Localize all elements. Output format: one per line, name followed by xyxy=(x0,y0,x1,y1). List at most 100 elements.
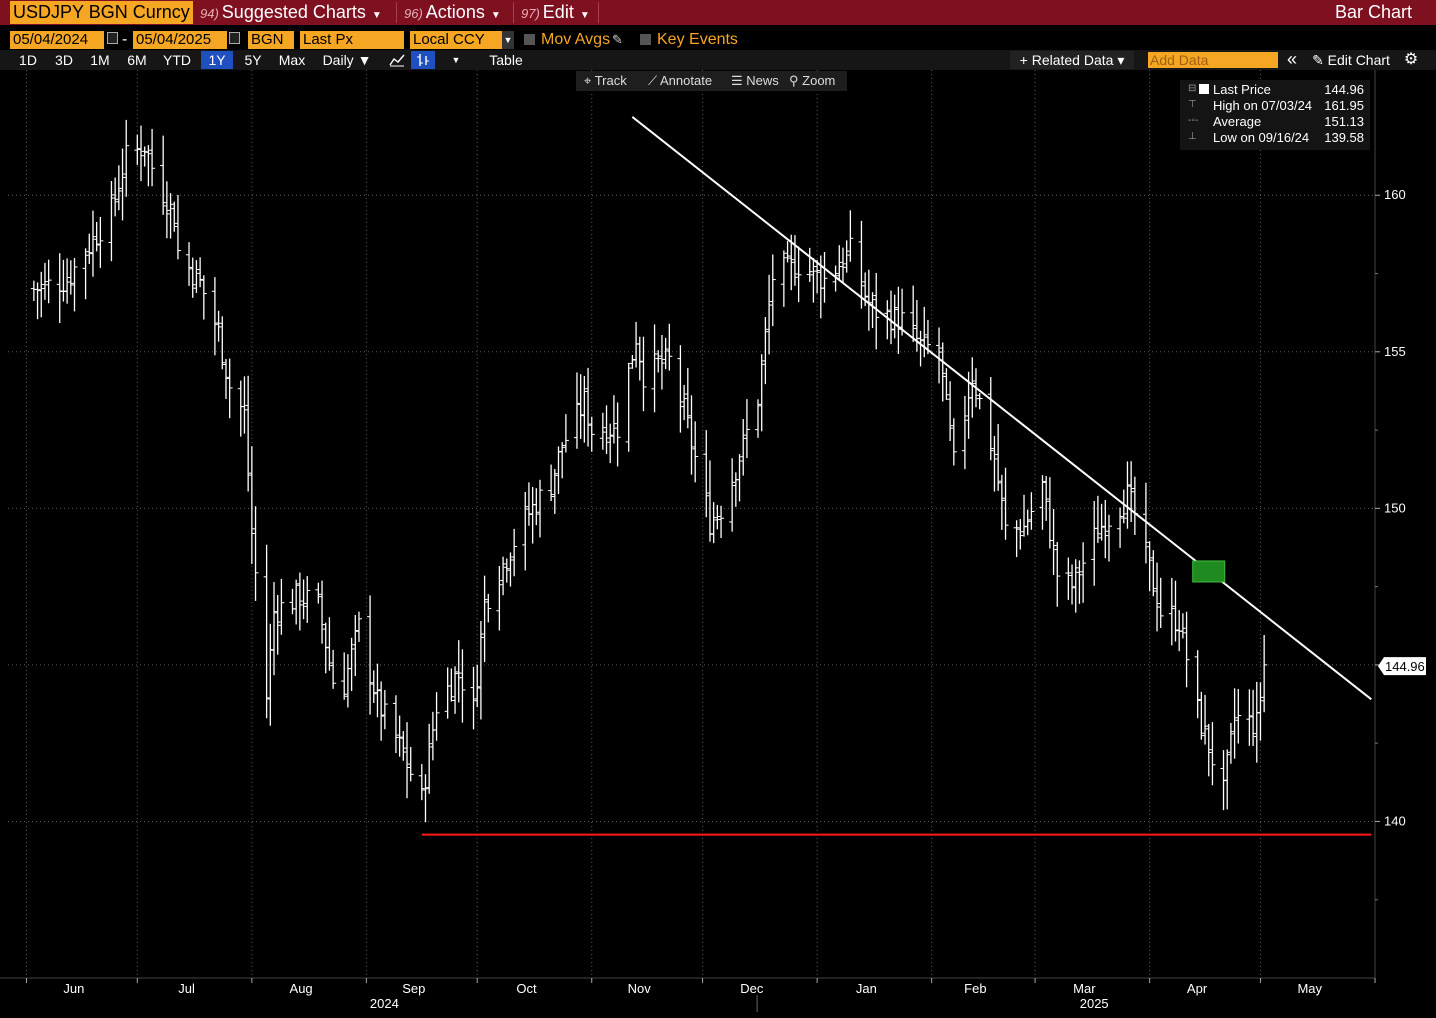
ohlc-bar xyxy=(367,595,374,715)
key-events-label[interactable]: Key Events xyxy=(657,31,738,48)
price-field-select[interactable]: Last Px xyxy=(300,31,404,49)
chart-style-dropdown-icon[interactable]: ▼ xyxy=(451,55,461,65)
x-tick-label: Nov xyxy=(628,981,652,996)
period-6m[interactable]: 6M xyxy=(127,52,147,68)
period-1m[interactable]: 1M xyxy=(90,52,110,68)
x-tick-label: Apr xyxy=(1187,981,1208,996)
related-data-button[interactable]: + Related Data ▾ xyxy=(1010,51,1134,69)
edit-chart-button[interactable]: ✎ Edit Chart xyxy=(1312,52,1390,68)
pencil-icon[interactable]: ✎ xyxy=(612,32,623,47)
news-tool[interactable]: ☰ News xyxy=(731,71,779,91)
expand-icon[interactable]: ⊟ xyxy=(1188,83,1197,94)
dropdown-arrow-icon[interactable]: ▼ xyxy=(502,31,514,49)
menu-number: 96) xyxy=(404,6,423,21)
ohlc-bar xyxy=(374,663,381,718)
ohlc-bar xyxy=(470,666,477,730)
legend-last-value: 144.96 xyxy=(1324,82,1364,97)
frequency-select[interactable]: Daily ▼ xyxy=(322,52,372,68)
add-data-input[interactable]: Add Data xyxy=(1148,52,1278,68)
menu-number: 94) xyxy=(200,6,219,21)
menu-suggested-charts[interactable]: 94) Suggested Charts ▼ xyxy=(200,0,382,25)
ohlc-bar xyxy=(263,544,270,719)
ohlc-bar xyxy=(1120,489,1127,524)
period-1d[interactable]: 1D xyxy=(19,52,37,68)
ohlc-bar xyxy=(1124,461,1131,529)
period-max[interactable]: Max xyxy=(278,52,306,68)
line-chart-icon[interactable] xyxy=(386,51,408,69)
period-1y[interactable]: 1Y xyxy=(201,51,233,69)
gear-icon[interactable]: ⚙ xyxy=(1403,51,1419,68)
y-axis-ticks: 140145150155160 xyxy=(1375,187,1406,901)
calendar-icon[interactable] xyxy=(107,32,118,44)
key-events-checkbox[interactable] xyxy=(640,34,651,45)
ohlc-bar xyxy=(1179,613,1186,639)
ticker-field[interactable]: USDJPY BGN Curncy xyxy=(10,1,193,24)
news-label: News xyxy=(746,73,779,88)
ohlc-bar xyxy=(743,399,750,459)
ohlc-bar xyxy=(740,419,747,476)
ohlc-bar xyxy=(1202,694,1209,745)
ohlc-bar xyxy=(573,372,580,449)
ohlc-bar xyxy=(407,746,414,782)
news-icon: ☰ xyxy=(731,73,743,88)
ohlc-bar xyxy=(640,336,647,412)
ohlc-bar xyxy=(658,335,665,390)
start-date-field[interactable]: 05/04/2024 xyxy=(10,31,104,49)
ohlc-bar xyxy=(315,582,322,604)
period-3d[interactable]: 3D xyxy=(55,52,73,68)
chart-tools-bar: ⌖ Track ⟋ Annotate ☰ News ⚲ Zoom xyxy=(576,71,847,91)
last-price-swatch xyxy=(1199,84,1209,94)
mov-avgs-checkbox[interactable] xyxy=(524,34,535,45)
legend-low-value: 139.58 xyxy=(1324,130,1364,145)
period-ytd[interactable]: YTD xyxy=(163,52,191,68)
bar-chart-icon[interactable] xyxy=(411,51,435,69)
ohlc-bar xyxy=(732,472,739,507)
ohlc-bar xyxy=(917,330,924,367)
ohlc-bar xyxy=(396,715,403,757)
ohlc-bar xyxy=(481,575,488,663)
track-label: Track xyxy=(594,73,627,88)
ohlc-bar xyxy=(186,242,193,286)
track-tool[interactable]: ⌖ Track xyxy=(584,71,627,91)
ohlc-bar xyxy=(289,588,296,615)
table-button[interactable]: Table xyxy=(489,52,523,68)
menu-actions[interactable]: 96) Actions ▼ xyxy=(404,0,501,25)
ohlc-bar xyxy=(555,446,562,495)
mov-avgs-label[interactable]: Mov Avgs xyxy=(541,31,611,48)
ohlc-bar xyxy=(211,277,218,356)
ohlc-bar xyxy=(1224,749,1231,810)
period-5y[interactable]: 5Y xyxy=(244,52,262,68)
x-tick-label: Mar xyxy=(1073,981,1096,996)
collapse-icon[interactable]: « xyxy=(1286,49,1297,69)
ohlc-bar xyxy=(666,323,673,371)
menu-edit[interactable]: 97) Edit ▼ xyxy=(521,0,590,25)
ohlc-bar xyxy=(1235,689,1242,744)
ohlc-bar xyxy=(322,622,329,674)
ohlc-bar xyxy=(910,285,917,342)
caret-down-icon: ▼ xyxy=(371,10,382,21)
currency-select[interactable]: Local CCY xyxy=(410,31,502,49)
chart-legend[interactable]: ⊟ Last Price 144.96 ⊤ High on 07/03/24 1… xyxy=(1180,80,1370,150)
ohlc-bar xyxy=(45,259,52,304)
zoom-tool[interactable]: ⚲ Zoom xyxy=(789,71,835,91)
ohlc-bar xyxy=(226,358,233,419)
annotate-tool[interactable]: ⟋ Annotate xyxy=(648,71,712,91)
calendar-icon[interactable] xyxy=(229,32,240,44)
ohlc-bar xyxy=(843,240,850,273)
ohlc-bar xyxy=(791,235,798,286)
ohlc-bar xyxy=(1076,560,1083,604)
ohlc-bar xyxy=(1231,688,1238,759)
ohlc-bar xyxy=(271,582,278,676)
ohlc-bar xyxy=(141,146,148,167)
ohlc-bar xyxy=(348,637,355,692)
ohlc-bar xyxy=(995,423,1002,491)
ohlc-bar xyxy=(865,269,872,331)
ohlc-bar xyxy=(943,368,950,400)
end-date-field[interactable]: 05/04/2025 xyxy=(133,31,227,49)
ohlc-bar xyxy=(455,640,462,703)
source-field[interactable]: BGN xyxy=(248,31,294,49)
ohlc-bar xyxy=(274,594,281,655)
ohlc-bar xyxy=(703,430,710,518)
ohlc-bar xyxy=(215,310,222,342)
